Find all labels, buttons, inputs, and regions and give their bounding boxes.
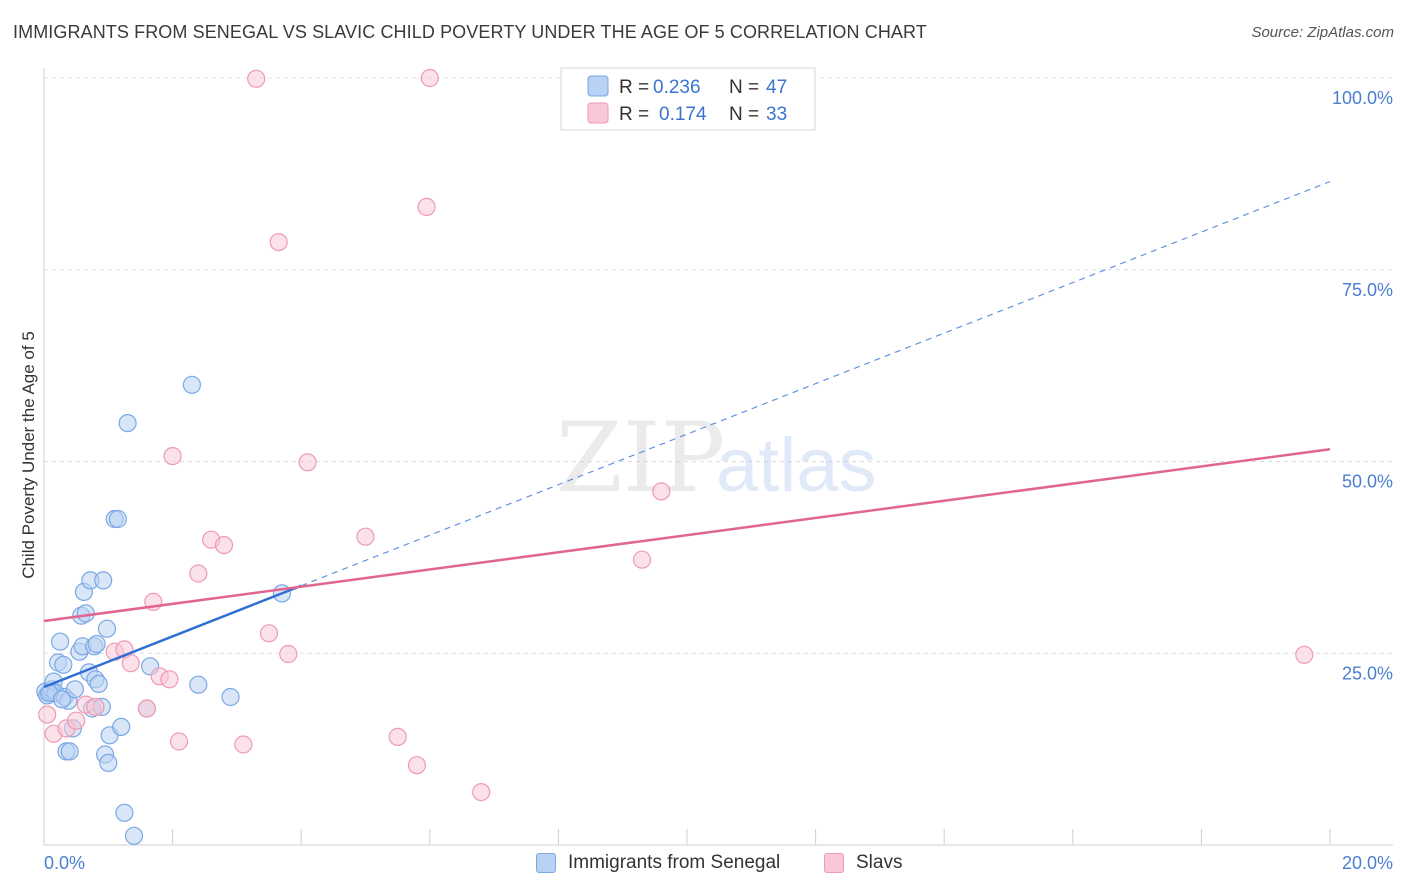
point-slavs-32: [1295, 645, 1314, 664]
point-slavs-30: [632, 550, 652, 569]
point-slavs-8: [121, 654, 140, 673]
legend-n-label-slavs: N =: [729, 104, 759, 125]
point-slavs-18: [234, 735, 253, 754]
grid: [44, 77, 1393, 654]
point-slavs-28: [420, 68, 439, 88]
point-slavs-27: [417, 197, 436, 216]
point-senegal-38: [124, 826, 144, 845]
legend-swatch-slavs: [587, 102, 609, 124]
point-senegal-34: [108, 509, 128, 529]
bottom-legend-slavs: Slavs: [824, 852, 902, 874]
watermark-zip: ZIP: [556, 402, 725, 514]
legend-r-value-senegal: 0.236: [653, 77, 701, 98]
source-label: Source: ZipAtlas.com: [1251, 24, 1394, 41]
legend-r-label-slavs: R =: [619, 104, 649, 125]
point-slavs-29: [472, 782, 491, 802]
point-slavs-3: [67, 711, 86, 730]
point-senegal-28: [94, 571, 113, 590]
legend-swatch-senegal: [587, 75, 609, 97]
bottom-legend-senegal: Immigrants from Senegal: [536, 852, 780, 874]
point-senegal-7: [50, 632, 70, 651]
point-slavs-19: [247, 69, 266, 88]
point-slavs-31: [652, 482, 671, 501]
point-slavs-14: [169, 732, 189, 751]
bottom-legend-label-slavs: Slavs: [856, 852, 903, 873]
trend-line-senegal-extrapolated: [300, 180, 1331, 587]
trend-line-senegal: [43, 584, 302, 689]
y-tick-label-100: 100.0%: [1332, 88, 1393, 108]
point-senegal-35: [112, 717, 131, 737]
point-slavs-17: [214, 535, 234, 555]
point-slavs-23: [298, 453, 317, 472]
point-slavs-20: [259, 624, 279, 643]
point-senegal-42: [189, 675, 208, 694]
legend-r-label-senegal: R =: [619, 77, 649, 98]
point-senegal-31: [99, 753, 118, 773]
trend-line-slavs: [43, 447, 1331, 623]
data-points: [36, 68, 1314, 845]
trend-lines: [43, 180, 1331, 689]
bottom-legend-label-senegal: Immigrants from Senegal: [568, 852, 781, 873]
point-senegal-41: [182, 375, 201, 394]
point-slavs-0: [38, 705, 57, 724]
watermark: ZIP atlas: [556, 402, 877, 514]
tick-labels: 25.0% 50.0% 75.0% 100.0% 0.0% 20.0%: [44, 88, 1393, 873]
point-senegal-43: [221, 687, 240, 707]
chart-title: IMMIGRANTS FROM SENEGAL VS SLAVIC CHILD …: [13, 22, 927, 42]
x-tick-label-min: 0.0%: [44, 853, 85, 873]
legend-box: R = 0.236 N = 47 R = 0.174 N = 33: [560, 67, 816, 131]
point-slavs-5: [86, 697, 105, 717]
point-slavs-12: [160, 670, 179, 689]
bottom-legend-swatch-senegal: [536, 853, 556, 873]
bottom-legend: Immigrants from Senegal Slavs: [0, 852, 1406, 878]
point-slavs-13: [163, 447, 182, 466]
point-senegal-14: [65, 680, 85, 699]
point-slavs-25: [388, 727, 407, 747]
legend-n-value-slavs: 33: [766, 104, 787, 125]
y-tick-label-25: 25.0%: [1342, 663, 1393, 683]
point-slavs-21: [269, 233, 288, 252]
y-axis-title: Child Poverty Under the Age of 5: [19, 331, 38, 579]
point-senegal-46: [52, 690, 72, 709]
watermark-atlas: atlas: [716, 423, 877, 508]
point-senegal-26: [89, 674, 108, 694]
legend-n-label-senegal: N =: [729, 77, 759, 98]
legend-r-value-slavs: 0.174: [659, 104, 707, 125]
point-senegal-30: [97, 619, 117, 638]
point-slavs-22: [279, 644, 298, 664]
y-tick-label-75: 75.0%: [1342, 280, 1393, 300]
point-senegal-12: [60, 742, 79, 761]
point-senegal-36: [115, 803, 134, 822]
y-tick-label-50: 50.0%: [1342, 472, 1393, 492]
x-tick-label-max: 20.0%: [1342, 853, 1393, 873]
point-senegal-25: [87, 634, 106, 654]
point-senegal-8: [54, 655, 73, 674]
point-slavs-24: [356, 527, 375, 546]
point-senegal-37: [118, 414, 137, 433]
point-slavs-15: [189, 564, 208, 583]
point-slavs-9: [137, 699, 156, 718]
bottom-legend-swatch-slavs: [824, 853, 844, 873]
legend-n-value-senegal: 47: [766, 77, 787, 98]
point-slavs-26: [407, 756, 426, 775]
